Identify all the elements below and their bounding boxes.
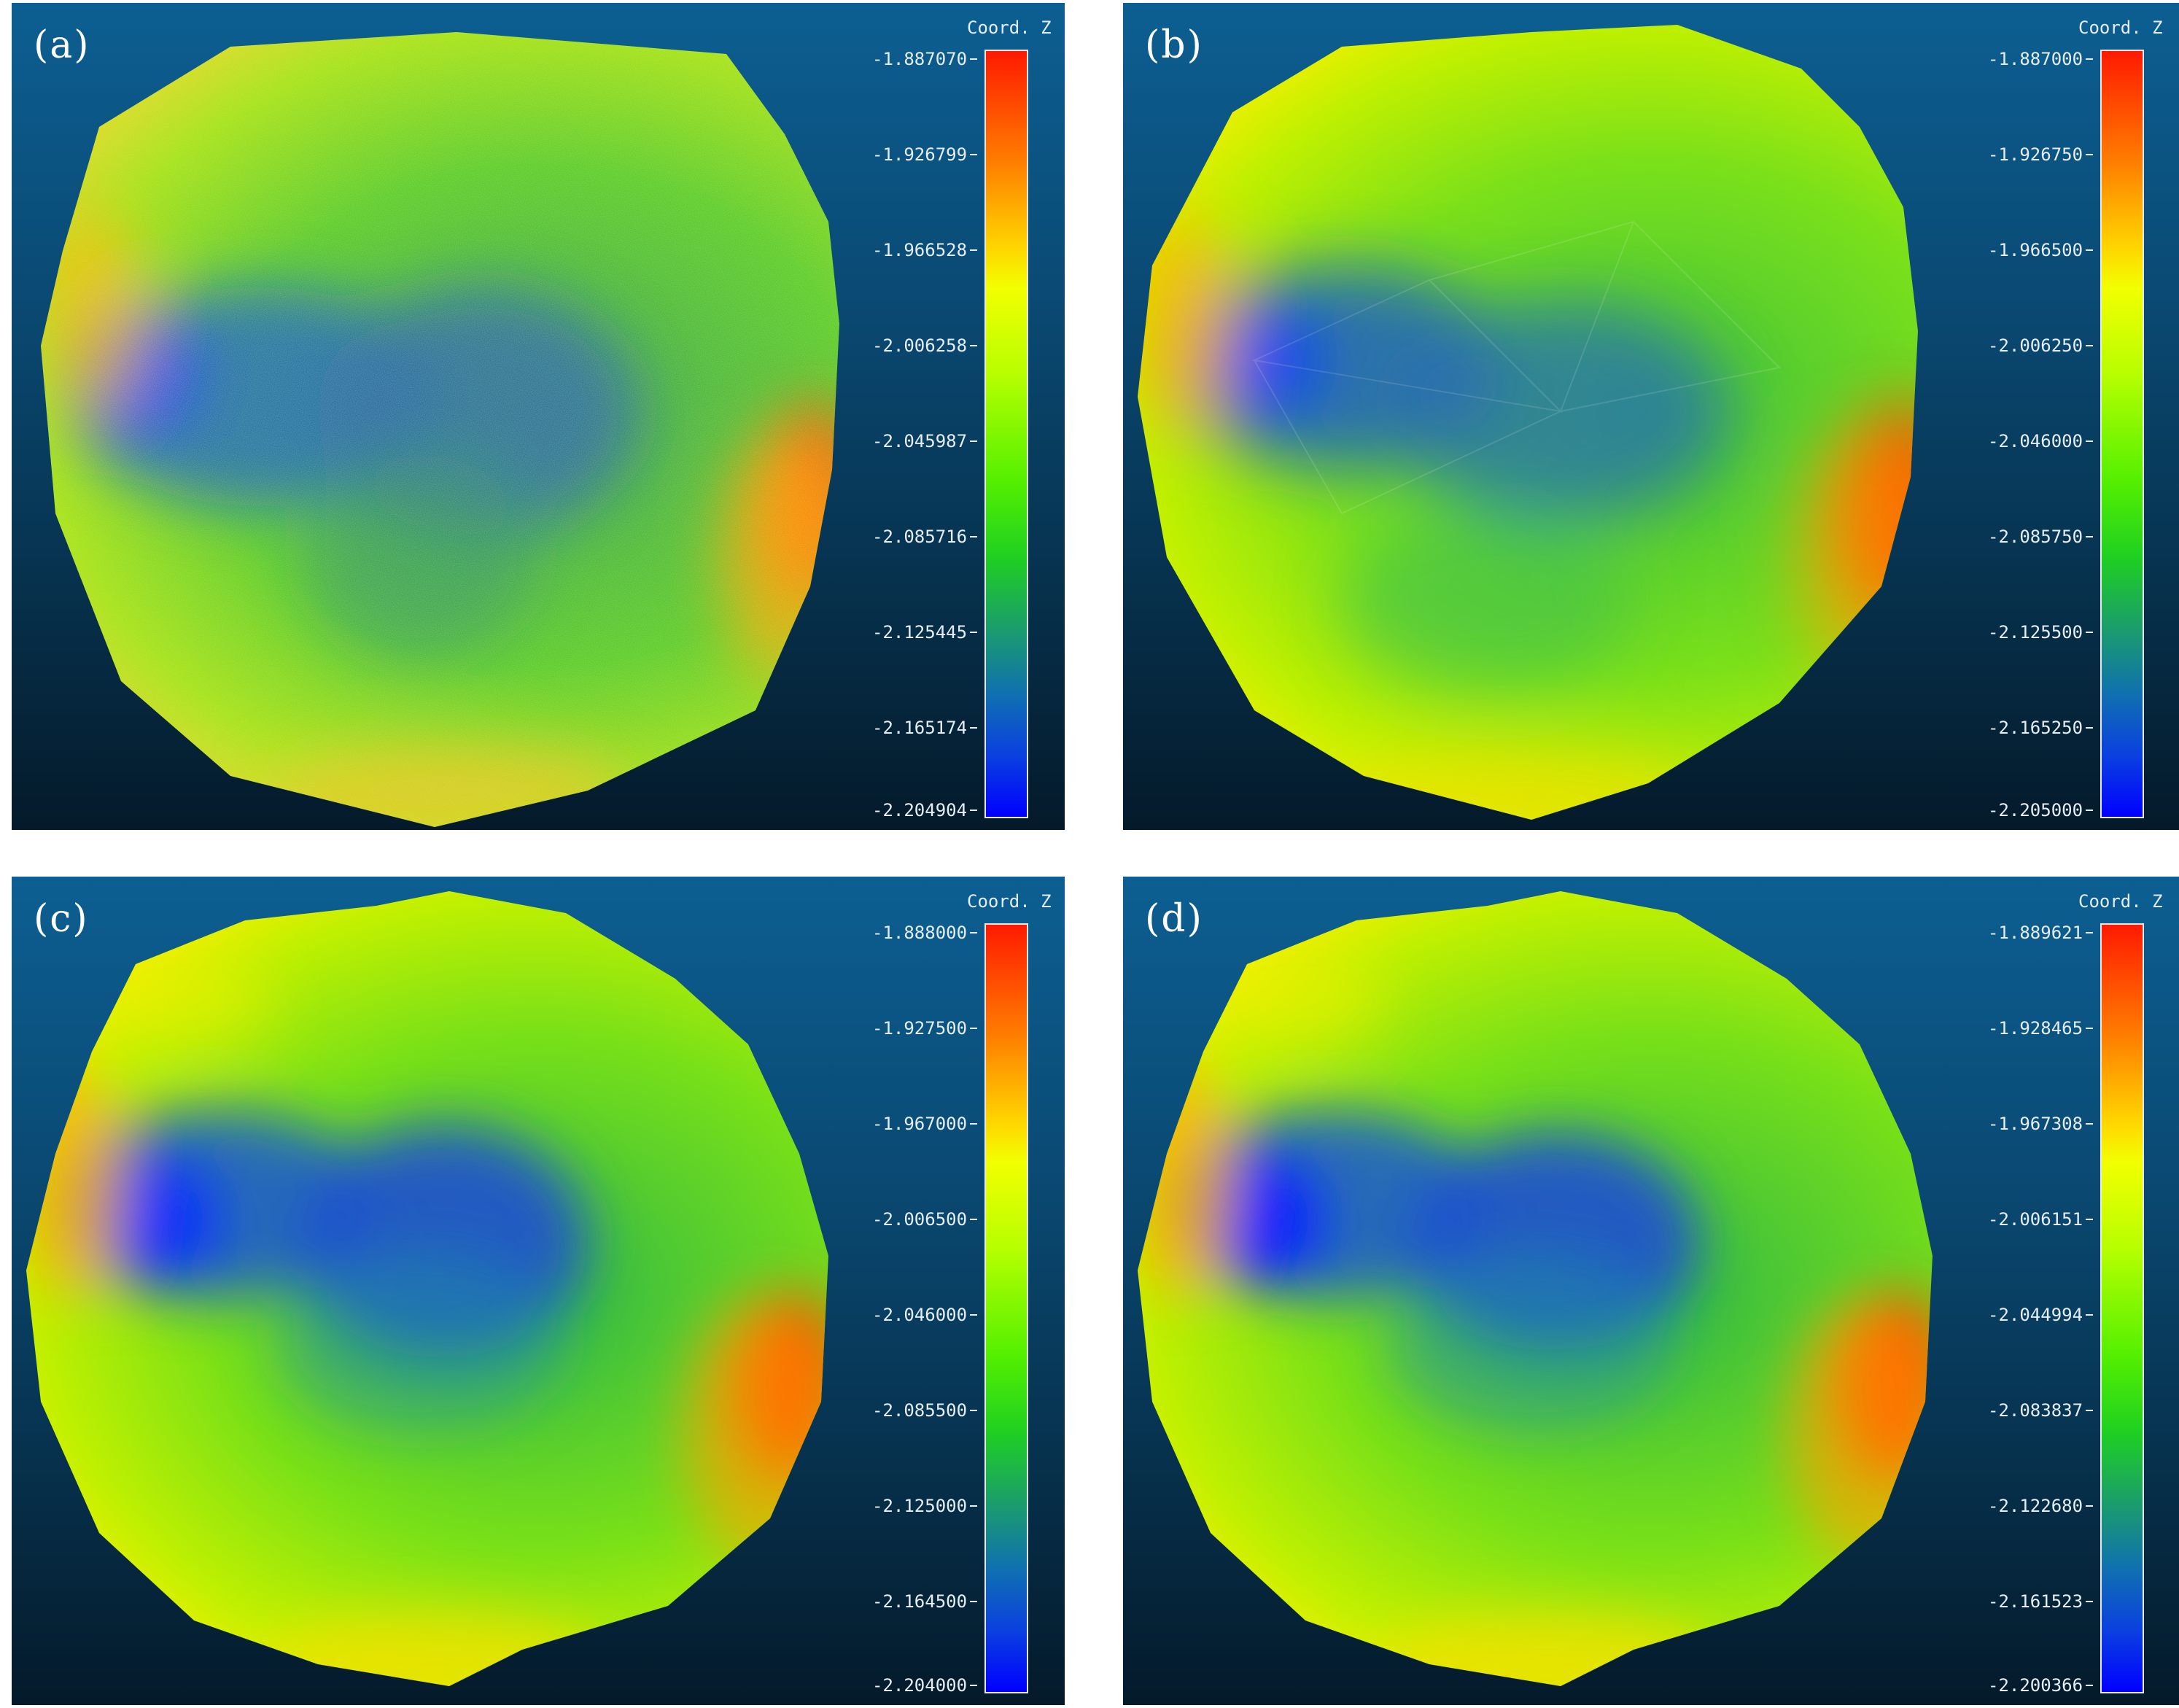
panel-label: (c) [34, 897, 89, 941]
colorbar-tick: -2.046000 [872, 1305, 977, 1325]
point-cloud-surface [41, 32, 839, 827]
panel-a: (a) Coord. Z -1.887070 -1.926799 -1.9665… [12, 3, 1065, 830]
panel-label: (a) [34, 23, 90, 67]
interpolated-surface [1138, 891, 1933, 1686]
colorbar-tick: -1.966528 [872, 240, 977, 260]
colorbar-tick: -2.204904 [872, 800, 977, 820]
color-scale-bar [984, 923, 1028, 1693]
color-scale-bar [2100, 50, 2144, 818]
colorbar-tick: -2.205000 [1988, 800, 2093, 820]
colorbar-tick: -1.889621 [1988, 923, 2093, 943]
colorbar-tick: -1.967000 [872, 1114, 977, 1134]
panel-b: (b) Coord. Z -1.887000 -1.926750 -1.9665… [1123, 3, 2179, 830]
colorbar-tick: -1.887000 [1988, 49, 2093, 69]
colorbar-tick: -1.926750 [1988, 144, 2093, 165]
colorbar-tick: -2.006500 [872, 1209, 977, 1230]
panel-d: (d) Coord. Z -1.889621 -1.928465 -1.9673… [1123, 877, 2179, 1705]
colorbar-tick: -2.122680 [1988, 1496, 2093, 1516]
color-scale-bar [2100, 923, 2144, 1693]
colorbar-tick: -2.006258 [872, 335, 977, 356]
colorbar-tick: -1.926799 [872, 144, 977, 165]
colorbar-tick: -2.161523 [1988, 1591, 2093, 1612]
colorbar-tick: -2.006151 [1988, 1209, 2093, 1230]
interpolated-surface [26, 891, 828, 1686]
colorbar-tick: -2.165250 [1988, 718, 2093, 738]
colorbar-tick: -2.204000 [872, 1675, 977, 1696]
colorbar-title: Coord. Z [2078, 18, 2163, 38]
colorbar-title: Coord. Z [967, 18, 1052, 38]
colorbar-title: Coord. Z [967, 891, 1052, 912]
colorbar-tick: -2.125500 [1988, 622, 2093, 643]
colorbar-tick: -2.045987 [872, 431, 977, 451]
colorbar-tick: -2.125000 [872, 1496, 977, 1516]
colorbar-tick: -1.887070 [872, 49, 977, 69]
colorbar-tick: -1.967308 [1988, 1114, 2093, 1134]
colorbar-tick: -2.125445 [872, 622, 977, 643]
colorbar-tick: -1.966500 [1988, 240, 2093, 260]
colorbar-tick: -2.085500 [872, 1400, 977, 1421]
colorbar-tick: -2.085716 [872, 527, 977, 547]
colorbar-tick: -2.085750 [1988, 527, 2093, 547]
panel-c: (c) Coord. Z -1.888000 -1.927500 -1.9670… [12, 877, 1065, 1705]
color-scale-bar [984, 50, 1028, 818]
colorbar-tick: -2.006250 [1988, 335, 2093, 356]
triangulated-surface [1138, 25, 1918, 820]
colorbar-tick: -2.164500 [872, 1591, 977, 1612]
colorbar-tick: -1.888000 [872, 923, 977, 943]
colorbar-tick: -1.927500 [872, 1018, 977, 1039]
colorbar-tick: -2.083837 [1988, 1400, 2093, 1421]
colorbar-tick: -2.165174 [872, 718, 977, 738]
colorbar-tick: -1.928465 [1988, 1018, 2093, 1039]
panel-label: (b) [1145, 23, 1203, 67]
panel-label: (d) [1145, 897, 1203, 941]
colorbar-tick: -2.046000 [1988, 431, 2093, 451]
colorbar-title: Coord. Z [2078, 891, 2163, 912]
colorbar-tick: -2.200366 [1988, 1675, 2093, 1696]
colorbar-tick: -2.044994 [1988, 1305, 2093, 1325]
